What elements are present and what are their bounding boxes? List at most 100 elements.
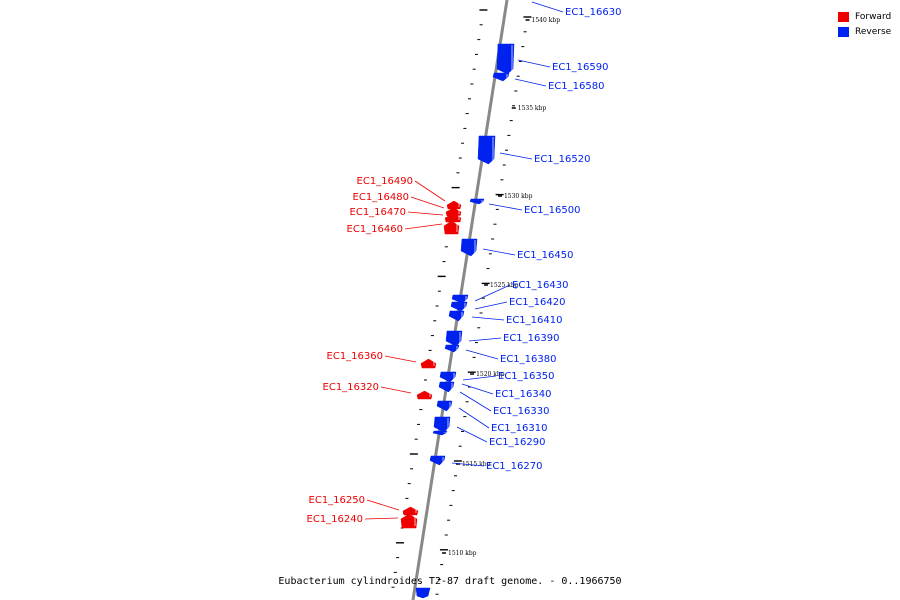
gene-shade (474, 240, 476, 254)
leader-EC1_16470 (407, 211, 444, 216)
label-EC1_16410: EC1_16410 (506, 315, 562, 326)
label-EC1_16310: EC1_16310 (491, 423, 547, 434)
gene-EC1_16500 (469, 198, 485, 205)
legend-forward: Forward (838, 9, 891, 24)
scale-label: 1515 kbp (462, 461, 491, 468)
leader-EC1_16250 (366, 499, 400, 511)
leader-EC1_16380 (465, 349, 499, 360)
leader-EC1_16240 (364, 517, 399, 520)
label-EC1_16420: EC1_16420 (509, 297, 565, 308)
leader-EC1_16630 (531, 1, 564, 13)
scale-label: 1530 kbp (504, 193, 533, 200)
label-EC1_16270: EC1_16270 (486, 461, 542, 472)
leader-EC1_16420 (474, 301, 508, 310)
gene-EC1_16320 (416, 390, 433, 400)
leader-EC1_16350 (462, 375, 497, 381)
label-EC1_16340: EC1_16340 (495, 389, 551, 400)
gene-shade (456, 222, 458, 232)
label-EC1_16520: EC1_16520 (534, 154, 590, 165)
scale-label: 1510 kbp (448, 550, 477, 557)
label-EC1_16290: EC1_16290 (489, 437, 545, 448)
reverse-swatch (838, 26, 849, 37)
scale-ticks (391, 9, 532, 595)
gene-shade (506, 74, 508, 79)
label-EC1_16360: EC1_16360 (327, 351, 383, 362)
gene-shade (492, 137, 494, 162)
gene-EC1_16270 (429, 455, 446, 466)
gene-shade (458, 215, 460, 220)
gene-shade (442, 457, 444, 463)
leader-EC1_16520 (499, 152, 533, 160)
gene-EC1_16360 (420, 358, 437, 369)
forward-swatch (838, 11, 849, 22)
legend-forward-label: Forward (855, 11, 892, 22)
gene-shade (459, 332, 461, 344)
label-EC1_16240: EC1_16240 (307, 514, 363, 525)
label-EC1_16450: EC1_16450 (517, 250, 573, 261)
label-EC1_16500: EC1_16500 (524, 205, 580, 216)
label-EC1_16380: EC1_16380 (500, 354, 556, 365)
label-EC1_16330: EC1_16330 (493, 406, 549, 417)
gene-shade (414, 515, 416, 526)
gene-shade (456, 346, 458, 350)
gene-EC1_16330 (436, 400, 453, 412)
gene-partial-bottom (415, 587, 431, 599)
gene-shade (415, 508, 417, 513)
label-EC1_16460: EC1_16460 (347, 224, 403, 235)
leader-EC1_16330 (459, 391, 492, 412)
label-EC1_16490: EC1_16490 (357, 176, 413, 187)
label-EC1_16250: EC1_16250 (309, 495, 365, 506)
gene-EC1_16410 (448, 310, 465, 322)
scale-label: 1535 kbp (518, 105, 547, 112)
gene-EC1_16580 (492, 72, 510, 82)
gene-EC1_16350 (439, 371, 457, 383)
gene-shade (453, 373, 455, 380)
leader-EC1_16590 (517, 59, 551, 68)
gene-EC1_16520 (477, 135, 496, 165)
gene-shade (458, 209, 460, 214)
scale-label: 1525 kbp (490, 282, 519, 289)
label-EC1_16320: EC1_16320 (323, 382, 379, 393)
gene-shade (449, 402, 451, 409)
gene-shade (461, 312, 463, 319)
label-EC1_16350: EC1_16350 (498, 371, 554, 382)
gene-shade (464, 303, 466, 309)
gene-EC1_16480 (445, 207, 462, 217)
label-EC1_16470: EC1_16470 (350, 207, 406, 218)
legend-reverse: Reverse (838, 24, 891, 39)
legend: Forward Reverse (838, 9, 891, 39)
gene-EC1_16490 (446, 200, 462, 210)
label-EC1_16590: EC1_16590 (552, 62, 608, 73)
label-EC1_16430: EC1_16430 (512, 280, 568, 291)
map-caption: Eubacterium cylindroides T2-87 draft gen… (278, 576, 622, 587)
label-EC1_16580: EC1_16580 (548, 81, 604, 92)
gene-shade (511, 45, 513, 72)
gene-shade (447, 418, 449, 430)
gene-features (400, 43, 515, 599)
leader-EC1_16450 (482, 248, 516, 256)
leader-EC1_16460 (404, 223, 443, 230)
gene-shade (451, 383, 453, 390)
leader-EC1_16410 (471, 316, 505, 321)
gene-shade (465, 296, 467, 301)
label-EC1_16630: EC1_16630 (565, 7, 621, 18)
leader-EC1_16490 (414, 180, 446, 202)
gene-shade (429, 392, 431, 397)
leader-EC1_16480 (410, 196, 445, 209)
leader-EC1_16580 (514, 78, 547, 87)
gene-EC1_16250 (402, 506, 419, 516)
gene-EC1_16590 (496, 43, 515, 75)
leader-EC1_16500 (488, 203, 523, 211)
scale-label: 1540 kbp (532, 17, 561, 24)
gene-labels: EC1_16630 EC1_16590 EC1_16580 EC1_16520 EC1_… (307, 7, 622, 525)
gene-EC1_16240 (400, 513, 418, 529)
leader-EC1_16360 (384, 355, 417, 363)
leader-EC1_16390 (468, 337, 502, 342)
gene-EC1_16430 (451, 294, 469, 304)
leader-EC1_16340 (461, 383, 494, 395)
leader-EC1_16270 (451, 462, 485, 467)
leader-EC1_16290 (456, 426, 488, 443)
gene-EC1_16450 (460, 238, 478, 257)
gene-EC1_16420 (450, 301, 468, 312)
